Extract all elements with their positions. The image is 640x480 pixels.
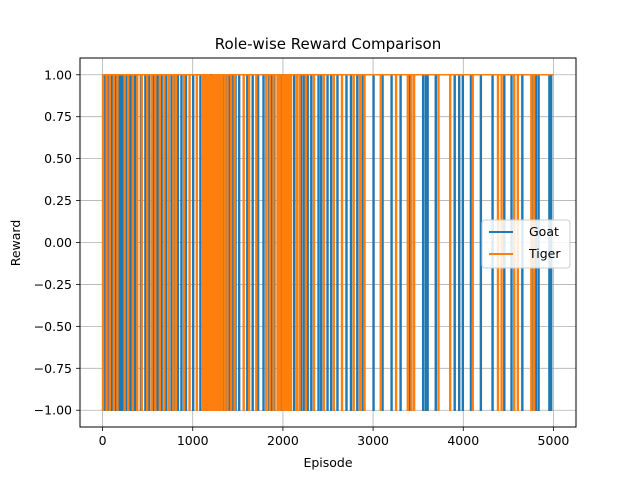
legend-label-tiger: Tiger [528, 246, 561, 261]
x-tick-label: 4000 [447, 433, 479, 448]
x-tick-label: 1000 [177, 433, 209, 448]
x-axis: 0 1000 2000 3000 4000 5000 [99, 427, 570, 448]
y-tick-label: 0.75 [44, 109, 72, 124]
y-tick-label: −0.75 [34, 361, 72, 376]
y-tick-label: 1.00 [44, 67, 72, 82]
y-tick-label: −0.50 [34, 319, 72, 334]
x-axis-label: Episode [303, 455, 352, 470]
series-layer [101, 74, 554, 411]
x-tick-label: 5000 [538, 433, 570, 448]
y-tick-label: 0.25 [44, 193, 72, 208]
x-tick-label: 0 [99, 433, 107, 448]
y-tick-label: −0.25 [34, 277, 72, 292]
y-tick-label: −1.00 [34, 403, 72, 418]
y-axis-label: Reward [8, 220, 23, 267]
x-tick-label: 3000 [357, 433, 389, 448]
y-axis: −1.00 −0.75 −0.50 −0.25 0.00 0.25 0.50 0.75 1.00 [34, 67, 80, 418]
chart-title: Role-wise Reward Comparison [215, 35, 441, 53]
legend: Goat Tiger [481, 219, 571, 269]
x-tick-label: 2000 [267, 433, 299, 448]
series-line-tiger [101, 74, 554, 411]
y-tick-label: 0.50 [44, 151, 72, 166]
series-line-goat [102, 74, 554, 411]
y-tick-label: 0.00 [44, 235, 72, 250]
legend-label-goat: Goat [529, 224, 559, 239]
